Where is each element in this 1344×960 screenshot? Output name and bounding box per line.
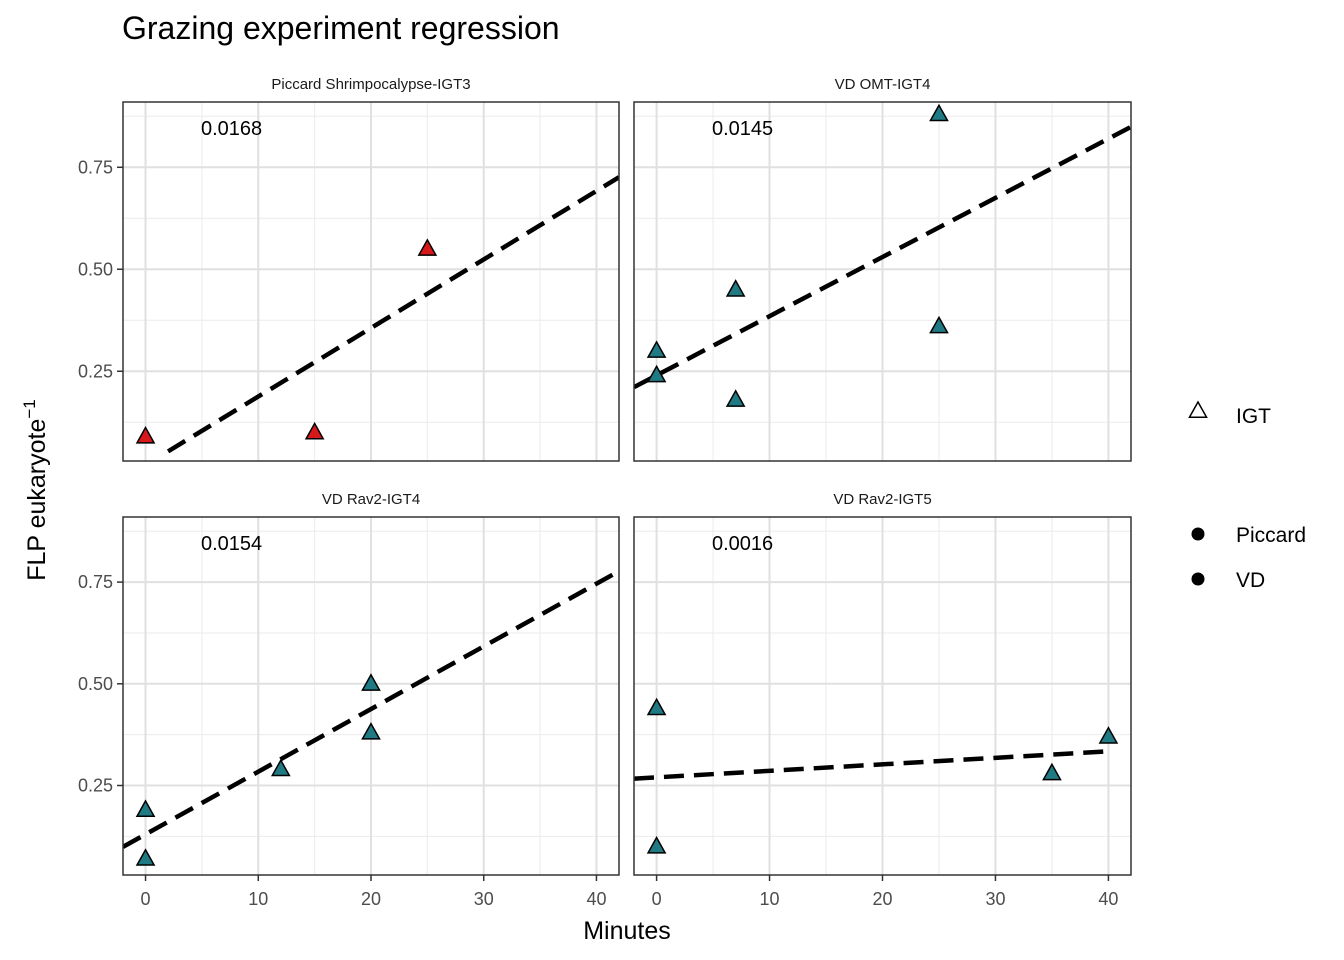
legend-circle-icon (1191, 527, 1205, 541)
y-axis-title: FLP eukaryote−1 (20, 399, 51, 581)
y-tick-label: 0.50 (78, 674, 113, 694)
data-point (361, 673, 381, 691)
data-point (929, 315, 949, 334)
x-tick-label: 40 (1098, 889, 1118, 909)
y-axis-title-superscript: −1 (20, 399, 39, 418)
panel-label: VD Rav2-IGT5 (833, 491, 931, 508)
plot-area (634, 102, 1131, 461)
x-axis-title: Minutes (583, 917, 671, 945)
x-tick-label: 30 (474, 889, 494, 909)
panel-label: VD Rav2-IGT4 (322, 491, 420, 508)
slope-annotation: 0.0154 (201, 533, 262, 555)
legend-label: Piccard (1236, 524, 1306, 547)
data-point (361, 722, 381, 740)
y-axis-title-text: FLP eukaryote (23, 419, 51, 581)
data-point (135, 799, 156, 817)
panel-border (122, 101, 620, 462)
panel-4: VD Rav2-IGT5 0.0016 0 10 20 30 40 (633, 491, 1132, 909)
data-point (929, 103, 949, 122)
y-tick-label: 0.50 (78, 259, 113, 279)
chart-title: Grazing experiment regression (122, 10, 560, 46)
x-tick-label: 10 (248, 889, 268, 909)
regression-line (634, 124, 1131, 390)
data-point (417, 238, 438, 256)
y-tick-label: 0.75 (78, 157, 113, 177)
legend-label: IGT (1236, 405, 1271, 428)
data-point (725, 279, 746, 297)
data-point (646, 364, 667, 383)
x-tick-label: 30 (985, 889, 1005, 909)
svg-text:FLP eukaryote−1: FLP eukaryote−1 (20, 399, 51, 581)
plot-area (634, 517, 1131, 875)
x-tick-label: 0 (652, 889, 662, 909)
y-tick-label: 0.25 (78, 776, 113, 796)
data-point (1098, 726, 1119, 744)
data-point (135, 425, 156, 444)
slope-annotation: 0.0145 (712, 118, 773, 140)
x-tick-label: 20 (361, 889, 381, 909)
panel-label: Piccard Shrimpocalypse-IGT3 (271, 76, 470, 93)
x-tick-label: 20 (872, 889, 892, 909)
y-tick-label: 0.25 (78, 361, 113, 381)
panel-3: VD Rav2-IGT4 0.0154 0.25 0.50 0.75 0 10 20 30 40 (78, 491, 620, 909)
data-point (646, 697, 667, 716)
y-tick-label: 0.75 (78, 572, 113, 592)
slope-annotation: 0.0016 (712, 533, 773, 555)
legend-triangle-icon (1188, 400, 1208, 419)
panel-1: Piccard Shrimpocalypse-IGT3 0.0168 0.25 0.5… (78, 76, 620, 462)
panel-border (633, 101, 1132, 462)
x-tick-label: 40 (586, 889, 606, 909)
regression-line (123, 569, 619, 849)
data-point (135, 848, 156, 866)
plot-area (123, 102, 619, 461)
legend-circle-icon (1191, 572, 1205, 586)
data-point (1042, 762, 1062, 781)
data-point (270, 758, 291, 777)
x-tick-label: 10 (760, 889, 780, 909)
legend: IGT Piccard VD (1188, 400, 1306, 592)
data-point (725, 389, 746, 407)
slope-annotation: 0.0168 (201, 118, 262, 140)
regression-line (166, 175, 619, 454)
data-point (646, 835, 667, 854)
x-tick-label: 0 (141, 889, 151, 909)
regression-line (634, 749, 1109, 781)
panel-label: VD OMT-IGT4 (835, 76, 931, 93)
panels: Piccard Shrimpocalypse-IGT3 0.0168 0.25 0.5… (78, 76, 1132, 909)
data-point (646, 340, 667, 358)
panel-2: VD OMT-IGT4 0.0145 (633, 76, 1132, 462)
data-point (304, 421, 325, 440)
plot-area (123, 517, 619, 875)
legend-label: VD (1236, 569, 1265, 592)
